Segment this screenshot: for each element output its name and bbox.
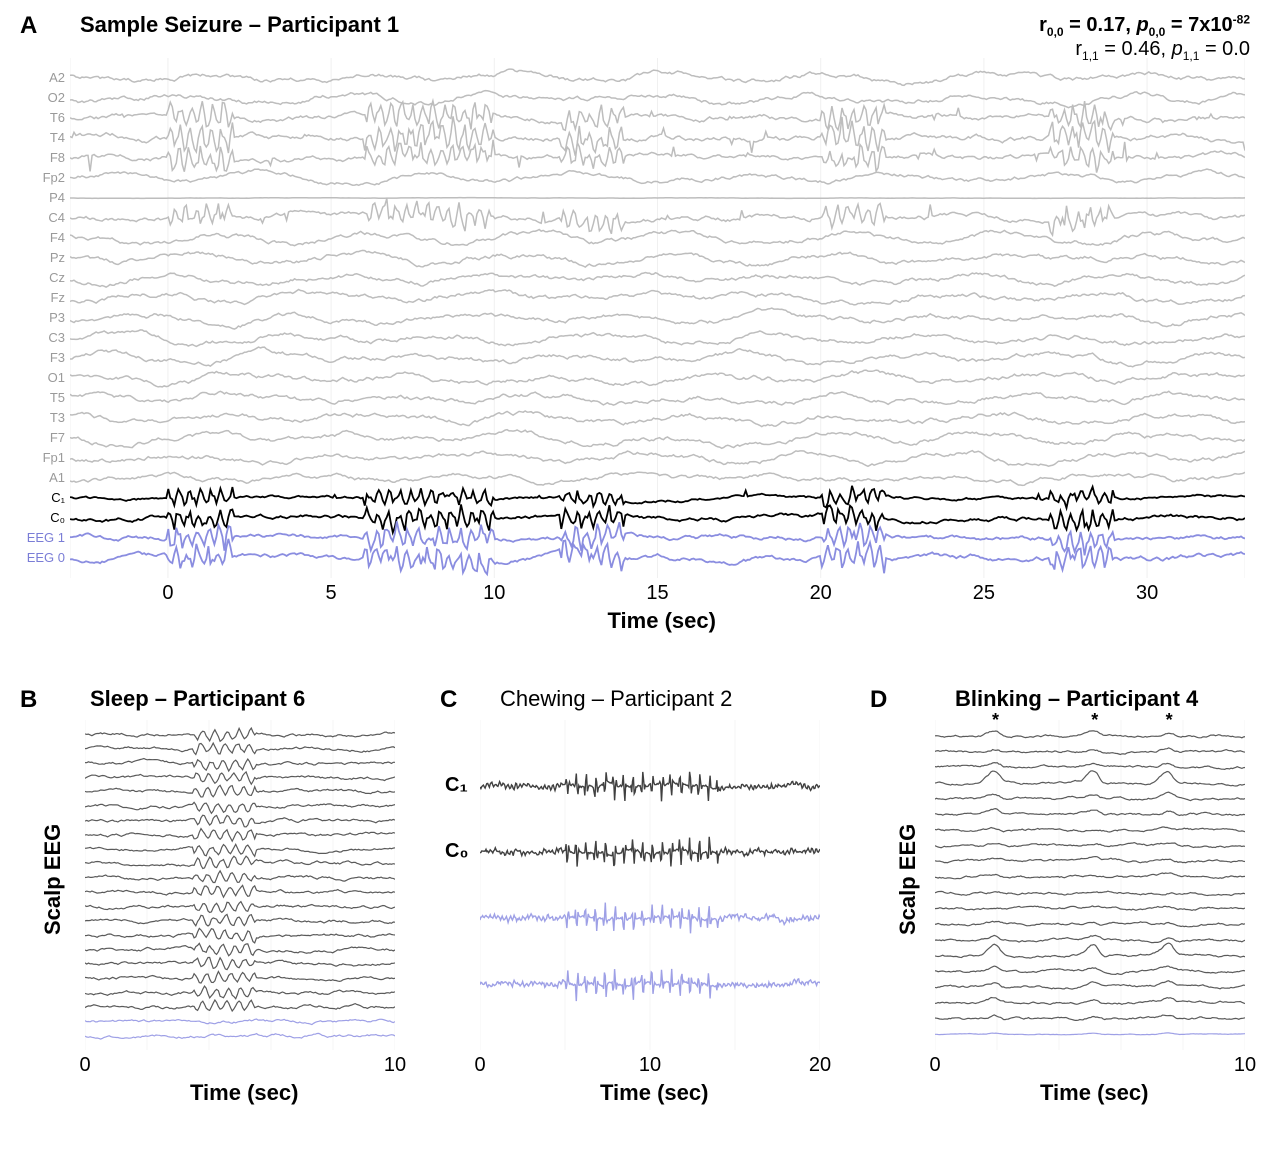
panel-A-chlabel-F8: F8	[25, 150, 65, 165]
panel-A-chlabel-F3: F3	[25, 350, 65, 365]
panel-B-traces	[85, 720, 395, 1050]
panel-A-chlabel-F7: F7	[25, 430, 65, 445]
panel-A-chlabel-Cz: Cz	[25, 270, 65, 285]
panel-A-title: Sample Seizure – Participant 1	[80, 12, 399, 38]
panel-D-ylabel: Scalp EEG	[895, 824, 921, 935]
panel-A-chlabel-EEG 1: EEG 1	[25, 530, 65, 545]
panel-A-label: A	[20, 12, 37, 40]
panel-A-chlabel-C₁: C₁	[25, 490, 65, 505]
panel-A-chlabel-T6: T6	[25, 110, 65, 125]
panel-A-chlabel-C3: C3	[25, 330, 65, 345]
panel-C-chlabel-1: C₀	[445, 840, 468, 863]
panel-D-title: Blinking – Participant 4	[955, 686, 1198, 712]
panel-A-chlabel-C₀: C₀	[25, 510, 65, 525]
panel-C-xlabel: Time (sec)	[600, 1080, 708, 1106]
panel-A-chlabel-Fz: Fz	[25, 290, 65, 305]
panel-A-chlabel-P4: P4	[25, 190, 65, 205]
panel-A-chlabel-A1: A1	[25, 470, 65, 485]
panel-D-star-0: *	[992, 710, 999, 731]
panel-D-label: D	[870, 686, 887, 714]
panel-A-chlabel-Pz: Pz	[25, 250, 65, 265]
panel-A-chlabel-P3: P3	[25, 310, 65, 325]
panel-C-traces	[480, 720, 820, 1050]
panel-A-traces	[70, 58, 1245, 578]
panel-C-label: C	[440, 686, 457, 714]
panel-B-xlabel: Time (sec)	[190, 1080, 298, 1106]
panel-B-label: B	[20, 686, 37, 714]
panel-A-chlabel-T4: T4	[25, 130, 65, 145]
panel-A-chlabel-O2: O2	[25, 90, 65, 105]
panel-B-title: Sleep – Participant 6	[90, 686, 305, 712]
panel-A-chlabel-T5: T5	[25, 390, 65, 405]
panel-A-chlabel-T3: T3	[25, 410, 65, 425]
panel-D-xlabel: Time (sec)	[1040, 1080, 1148, 1106]
panel-A-chlabel-C4: C4	[25, 210, 65, 225]
figure-root: A Sample Seizure – Participant 1 r0,0 = 0.…	[0, 0, 1280, 1149]
panel-A-xlabel: Time (sec)	[608, 608, 716, 634]
panel-C-title: Chewing – Participant 2	[500, 686, 732, 712]
panel-A-stat1: r0,0 = 0.17, p0,0 = 7x10-82	[1039, 12, 1250, 39]
panel-B-ylabel: Scalp EEG	[40, 824, 66, 935]
panel-A-chlabel-F4: F4	[25, 230, 65, 245]
panel-A-chlabel-EEG 0: EEG 0	[25, 550, 65, 565]
panel-D-star-2: *	[1166, 710, 1173, 731]
panel-C-chlabel-0: C₁	[445, 774, 468, 797]
panel-D-traces	[935, 720, 1245, 1050]
panel-A-chlabel-A2: A2	[25, 70, 65, 85]
panel-A-chlabel-Fp1: Fp1	[25, 450, 65, 465]
panel-A-chlabel-Fp2: Fp2	[25, 170, 65, 185]
panel-A-chlabel-O1: O1	[25, 370, 65, 385]
panel-D-star-1: *	[1091, 710, 1098, 731]
